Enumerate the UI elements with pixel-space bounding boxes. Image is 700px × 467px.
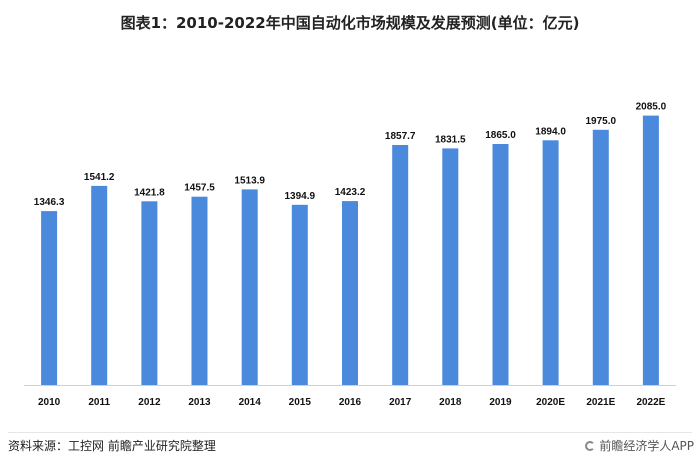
bar-2015: [291, 204, 308, 385]
category-label-2012: 2012: [138, 397, 161, 408]
value-label-2013: 1457.5: [184, 183, 215, 194]
value-label-2018: 1831.5: [435, 134, 466, 145]
category-label-2016: 2016: [339, 397, 362, 408]
brand-mark: 前瞻经济学人APP: [585, 437, 694, 454]
category-label-2017: 2017: [389, 397, 412, 408]
category-label-2010: 2010: [38, 397, 61, 408]
bar-2021E: [592, 129, 609, 385]
category-label-2011: 2011: [88, 397, 110, 408]
value-label-2015: 1394.9: [285, 191, 316, 202]
value-labels-group: 1346.3 1541.2 1421.8 1457.5 1513.9 1394.9 1423…: [34, 102, 667, 209]
bar-2013: [191, 196, 208, 385]
bar-2022E: [642, 115, 659, 385]
category-label-2022E: 2022E: [636, 397, 665, 408]
bar-2018: [442, 148, 459, 385]
value-label-2020E: 1894.0: [535, 126, 566, 137]
value-label-2014: 1513.9: [234, 175, 265, 186]
value-label-2012: 1421.8: [134, 187, 165, 198]
category-label-2020E: 2020E: [536, 397, 565, 408]
bar-2020E: [542, 140, 559, 385]
footer-divider: [8, 432, 692, 433]
value-label-2019: 1865.0: [485, 130, 516, 141]
bar-2016: [342, 201, 358, 385]
chart-title: 图表1：2010-2022年中国自动化市场规模及发展预测(单位：亿元): [120, 14, 580, 32]
category-label-2019: 2019: [489, 397, 512, 408]
bar-2011: [91, 185, 108, 385]
bars-group: [41, 115, 659, 385]
bar-2019: [492, 144, 509, 385]
value-label-2017: 1857.7: [385, 131, 416, 142]
value-label-2016: 1423.2: [335, 187, 366, 198]
brand-name: 前瞻经济学人APP: [599, 439, 694, 453]
value-label-2010: 1346.3: [34, 197, 65, 208]
bar-2014: [241, 189, 258, 385]
bar-2017: [392, 145, 409, 385]
value-label-2011: 1541.2: [84, 172, 115, 183]
value-label-2022E: 2085.0: [636, 102, 667, 113]
source-note: 资料来源：工控网 前瞻产业研究院整理: [8, 439, 216, 453]
bar-2010: [41, 211, 58, 385]
category-label-2018: 2018: [439, 397, 462, 408]
category-label-2021E: 2021E: [586, 397, 615, 408]
brand-logo-icon: [585, 440, 596, 451]
value-label-2021E: 1975.0: [586, 116, 617, 127]
category-labels-group: 2010 2011 2012 2013 2014 2015 2016 2017 2018 2019…: [38, 397, 666, 408]
category-label-2014: 2014: [239, 397, 262, 408]
bar-2012: [141, 201, 158, 385]
category-label-2013: 2013: [188, 397, 211, 408]
category-label-2015: 2015: [289, 397, 312, 408]
